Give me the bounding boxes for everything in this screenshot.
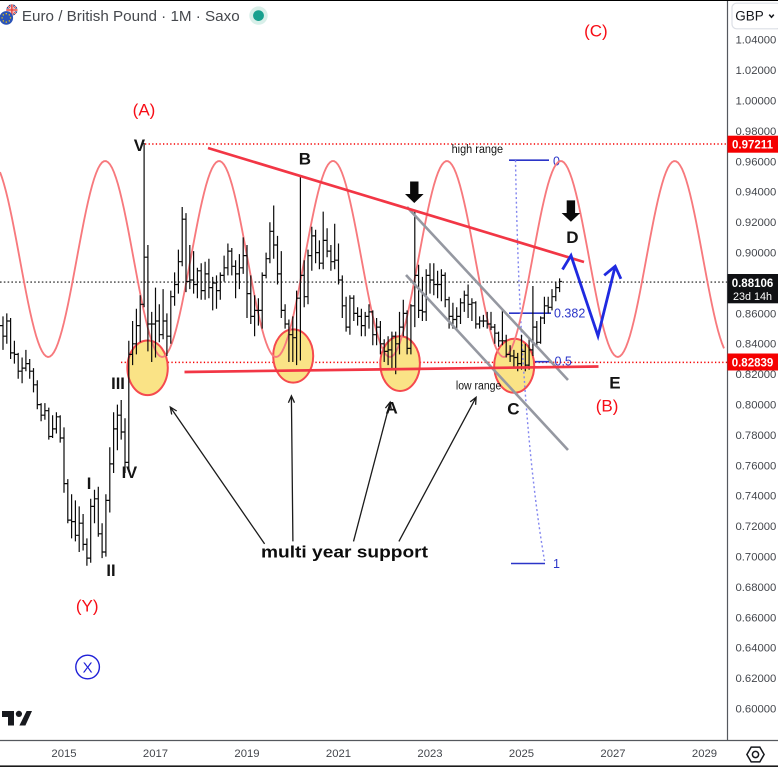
svg-text:0.64000: 0.64000 [736, 643, 777, 655]
svg-text:2023: 2023 [417, 748, 442, 760]
svg-text:0.80000: 0.80000 [736, 400, 777, 412]
svg-text:0.72000: 0.72000 [736, 521, 777, 533]
svg-text:0.88106: 0.88106 [732, 278, 774, 290]
svg-text:X: X [83, 660, 93, 677]
svg-text:0.78000: 0.78000 [736, 430, 777, 442]
svg-text:II: II [106, 562, 115, 580]
svg-text:1.02000: 1.02000 [736, 65, 777, 77]
svg-text:0.97211: 0.97211 [732, 140, 774, 152]
svg-text:(Y): (Y) [76, 597, 99, 616]
svg-text:low range: low range [456, 381, 501, 393]
svg-text:1.00000: 1.00000 [736, 96, 777, 108]
svg-text:0.82839: 0.82839 [732, 357, 774, 369]
svg-text:0.60000: 0.60000 [736, 704, 777, 716]
svg-text:2015: 2015 [51, 748, 76, 760]
svg-text:0.382: 0.382 [554, 307, 585, 321]
svg-text:2027: 2027 [600, 748, 625, 760]
svg-text:III: III [111, 375, 125, 393]
svg-text:0.92000: 0.92000 [736, 217, 777, 229]
svg-text:(B): (B) [596, 397, 619, 416]
svg-text:0.76000: 0.76000 [736, 460, 777, 472]
svg-text:0.66000: 0.66000 [736, 612, 777, 624]
svg-text:V: V [134, 136, 146, 155]
svg-text:(C): (C) [584, 22, 608, 41]
svg-text:0.74000: 0.74000 [736, 491, 777, 503]
svg-text:0.96000: 0.96000 [736, 156, 777, 168]
svg-text:0.86000: 0.86000 [736, 308, 777, 320]
svg-text:Euro / British Pound · 1M · Sa: Euro / British Pound · 1M · Saxo [22, 8, 240, 25]
svg-text:high range: high range [452, 144, 504, 156]
svg-text:2021: 2021 [326, 748, 351, 760]
svg-text:2025: 2025 [509, 748, 534, 760]
svg-text:I: I [87, 475, 92, 493]
svg-text:0.62000: 0.62000 [736, 673, 777, 685]
svg-text:GBP: GBP [735, 9, 764, 24]
svg-text:0.82000: 0.82000 [736, 369, 777, 381]
svg-text:multi year support: multi year support [261, 543, 428, 562]
svg-text:B: B [299, 149, 311, 168]
svg-text:C: C [507, 400, 519, 419]
svg-text:A: A [385, 399, 397, 418]
svg-text:1.04000: 1.04000 [736, 35, 777, 47]
svg-text:1: 1 [553, 557, 560, 571]
svg-text:0.94000: 0.94000 [736, 187, 777, 199]
svg-text:2029: 2029 [692, 748, 717, 760]
svg-text:(A): (A) [133, 101, 156, 120]
svg-text:2017: 2017 [143, 748, 168, 760]
svg-text:2019: 2019 [234, 748, 259, 760]
svg-text:0.68000: 0.68000 [736, 582, 777, 594]
svg-text:0.90000: 0.90000 [736, 248, 777, 260]
svg-text:0.70000: 0.70000 [736, 552, 777, 564]
svg-text:IV: IV [122, 464, 138, 482]
svg-text:0.84000: 0.84000 [736, 339, 777, 351]
svg-text:23d 14h: 23d 14h [733, 291, 772, 303]
svg-text:E: E [609, 374, 620, 393]
svg-text:D: D [566, 228, 578, 247]
